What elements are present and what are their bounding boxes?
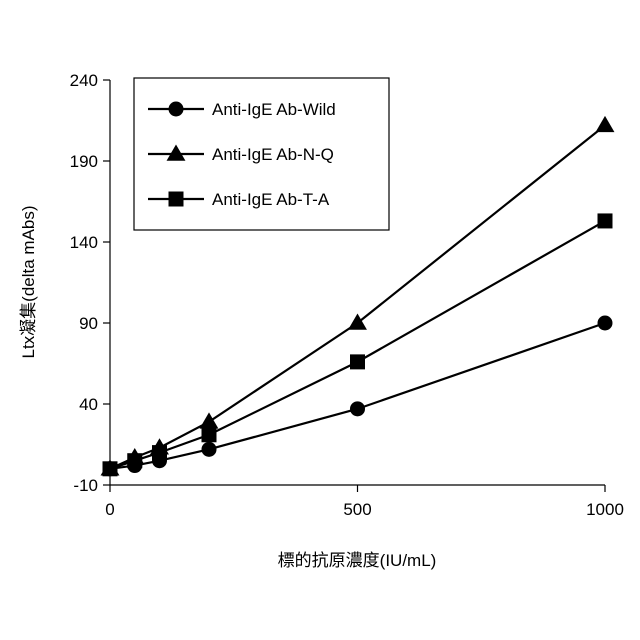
x-tick-label: 0 bbox=[105, 500, 114, 519]
data-point bbox=[598, 316, 613, 331]
y-axis-label: Ltx凝集(delta mAbs) bbox=[19, 205, 38, 358]
legend-marker bbox=[169, 102, 184, 117]
y-tick-label: 90 bbox=[79, 314, 98, 333]
data-point bbox=[202, 427, 217, 442]
data-point bbox=[598, 213, 613, 228]
y-tick-label: 40 bbox=[79, 395, 98, 414]
legend-label: Anti-IgE Ab-T-A bbox=[212, 190, 330, 209]
x-tick-label: 1000 bbox=[586, 500, 624, 519]
x-tick-label: 500 bbox=[343, 500, 371, 519]
data-point bbox=[202, 442, 217, 457]
data-point bbox=[596, 116, 615, 132]
data-point bbox=[152, 445, 167, 460]
series-circle bbox=[103, 316, 613, 477]
data-point bbox=[350, 401, 365, 416]
data-point bbox=[348, 314, 367, 330]
x-axis-label: 標的抗原濃度(IU/mL) bbox=[278, 551, 437, 570]
legend: Anti-IgE Ab-Wild Anti-IgE Ab-N-Q Anti-IgE … bbox=[134, 78, 389, 230]
y-tick-label: 140 bbox=[70, 233, 98, 252]
y-tick-label: 190 bbox=[70, 152, 98, 171]
data-point bbox=[350, 354, 365, 369]
data-point bbox=[103, 461, 118, 476]
series-line bbox=[110, 221, 605, 469]
y-tick-label: 240 bbox=[70, 71, 98, 90]
series-line bbox=[110, 323, 605, 469]
data-point bbox=[127, 453, 142, 468]
legend-label: Anti-IgE Ab-N-Q bbox=[212, 145, 334, 164]
legend-label: Anti-IgE Ab-Wild bbox=[212, 100, 336, 119]
y-tick-label: -10 bbox=[73, 476, 98, 495]
data-point bbox=[200, 412, 219, 428]
legend-marker bbox=[169, 192, 184, 207]
